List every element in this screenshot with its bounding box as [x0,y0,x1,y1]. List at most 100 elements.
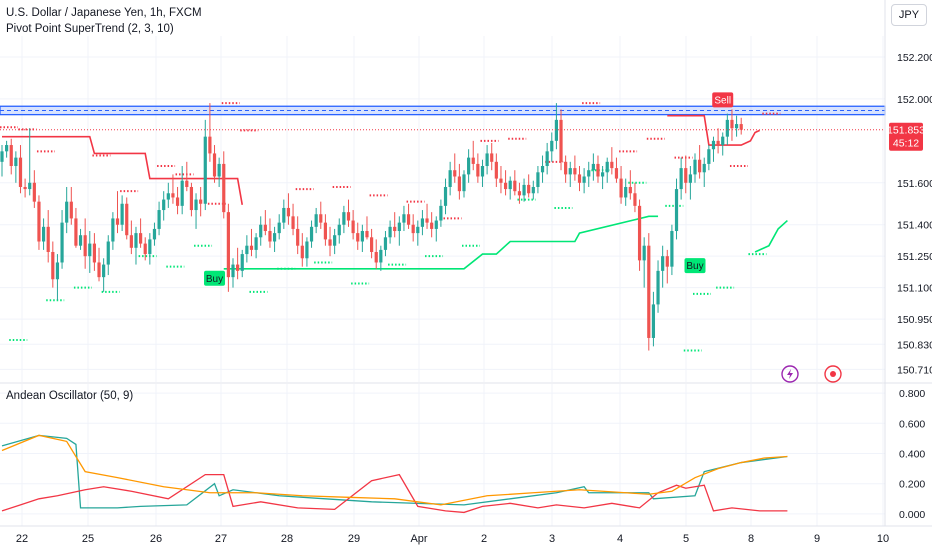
candle-body [18,157,23,187]
candle-body [739,124,743,130]
candle [517,182,522,204]
candle [249,228,254,257]
candle [162,191,166,221]
oscillator-signal-line [1,434,788,506]
candle-body [439,205,443,221]
candle [286,193,291,225]
last-price-badge [889,122,923,151]
candle-body [619,178,623,198]
candle [32,170,36,208]
target-icon[interactable] [824,365,842,383]
candle [402,205,406,232]
candle [420,210,425,236]
candle-body [51,251,55,280]
candle [370,228,374,259]
supertrend-supertrend_up_1 [223,215,659,270]
candle [661,245,665,288]
currency-selector[interactable]: JPY [891,4,927,26]
lightning-icon[interactable] [781,365,799,383]
candle-body [527,184,531,194]
candle-body [37,201,41,242]
signal-bg [684,258,706,274]
candle [115,191,120,234]
candle-body [416,226,420,234]
candle [365,216,369,240]
oscillator-label[interactable]: Andean Oscillator (50, 9) [6,390,134,402]
candle-body [684,168,688,183]
candle-body [494,161,498,179]
candle-body [434,220,438,229]
candle [129,220,133,255]
candle-body [536,172,540,187]
candle-body [351,220,355,234]
candle [665,249,669,284]
candle-body [480,166,485,177]
candle [656,260,660,313]
candle-body [559,119,563,162]
candle [88,231,92,273]
candle [702,157,706,187]
candle [545,142,549,175]
candle [14,151,18,183]
candle [259,216,263,246]
candle-body [65,201,69,223]
candle-body [171,193,175,198]
sell-signal-label: Sell [712,92,734,108]
candle [508,176,512,200]
candle [319,201,323,229]
candle [152,222,157,246]
candle-body [41,226,46,242]
candle [425,203,429,229]
candle [453,153,457,183]
candle-body [305,241,309,259]
time-tick-label: 29 [348,533,360,545]
candle [245,235,249,263]
candle-body [97,262,101,278]
price-tick-label: 150.950 [897,314,932,326]
candle-body [46,226,50,252]
candle [467,149,471,183]
price-tick-label: 151.100 [897,283,932,295]
time-tick-label: 26 [150,533,162,545]
candle [157,201,161,236]
candle [254,233,258,259]
price-tick-label: 152.200 [897,52,932,64]
last-price-value: 151.853 [887,125,925,137]
candle-body [356,233,360,242]
candle [23,178,27,198]
candle [499,166,503,194]
candle [716,128,720,154]
indicator-label[interactable]: Pivot Point SuperTrend (2, 3, 10) [6,23,174,35]
candle-body [360,231,364,242]
candle [125,197,129,240]
candle [383,231,388,257]
candle-body [9,145,13,167]
candle [416,220,420,246]
candle-body [342,212,346,225]
time-tick-label: 2 [481,533,487,545]
candle-body [499,178,503,183]
candle [139,218,143,248]
candle [342,205,346,234]
time-tick-label: 10 [877,533,889,545]
candle [282,199,286,229]
candle [725,113,729,146]
candle-body [5,145,9,152]
candle-body [296,228,300,246]
candle-body [309,226,314,242]
candle [619,166,623,204]
pivot-markers [0,102,781,352]
toolbar-icons[interactable] [781,365,842,383]
candle-body [734,124,739,129]
candle-body [32,182,36,202]
candle [531,180,535,200]
candle [734,115,739,137]
candle [148,233,152,265]
candle [577,166,582,192]
time-tick-label: 3 [549,533,555,545]
candle [587,161,591,187]
candle-body [143,243,147,255]
osc-tick-label: 0.000 [899,509,925,521]
